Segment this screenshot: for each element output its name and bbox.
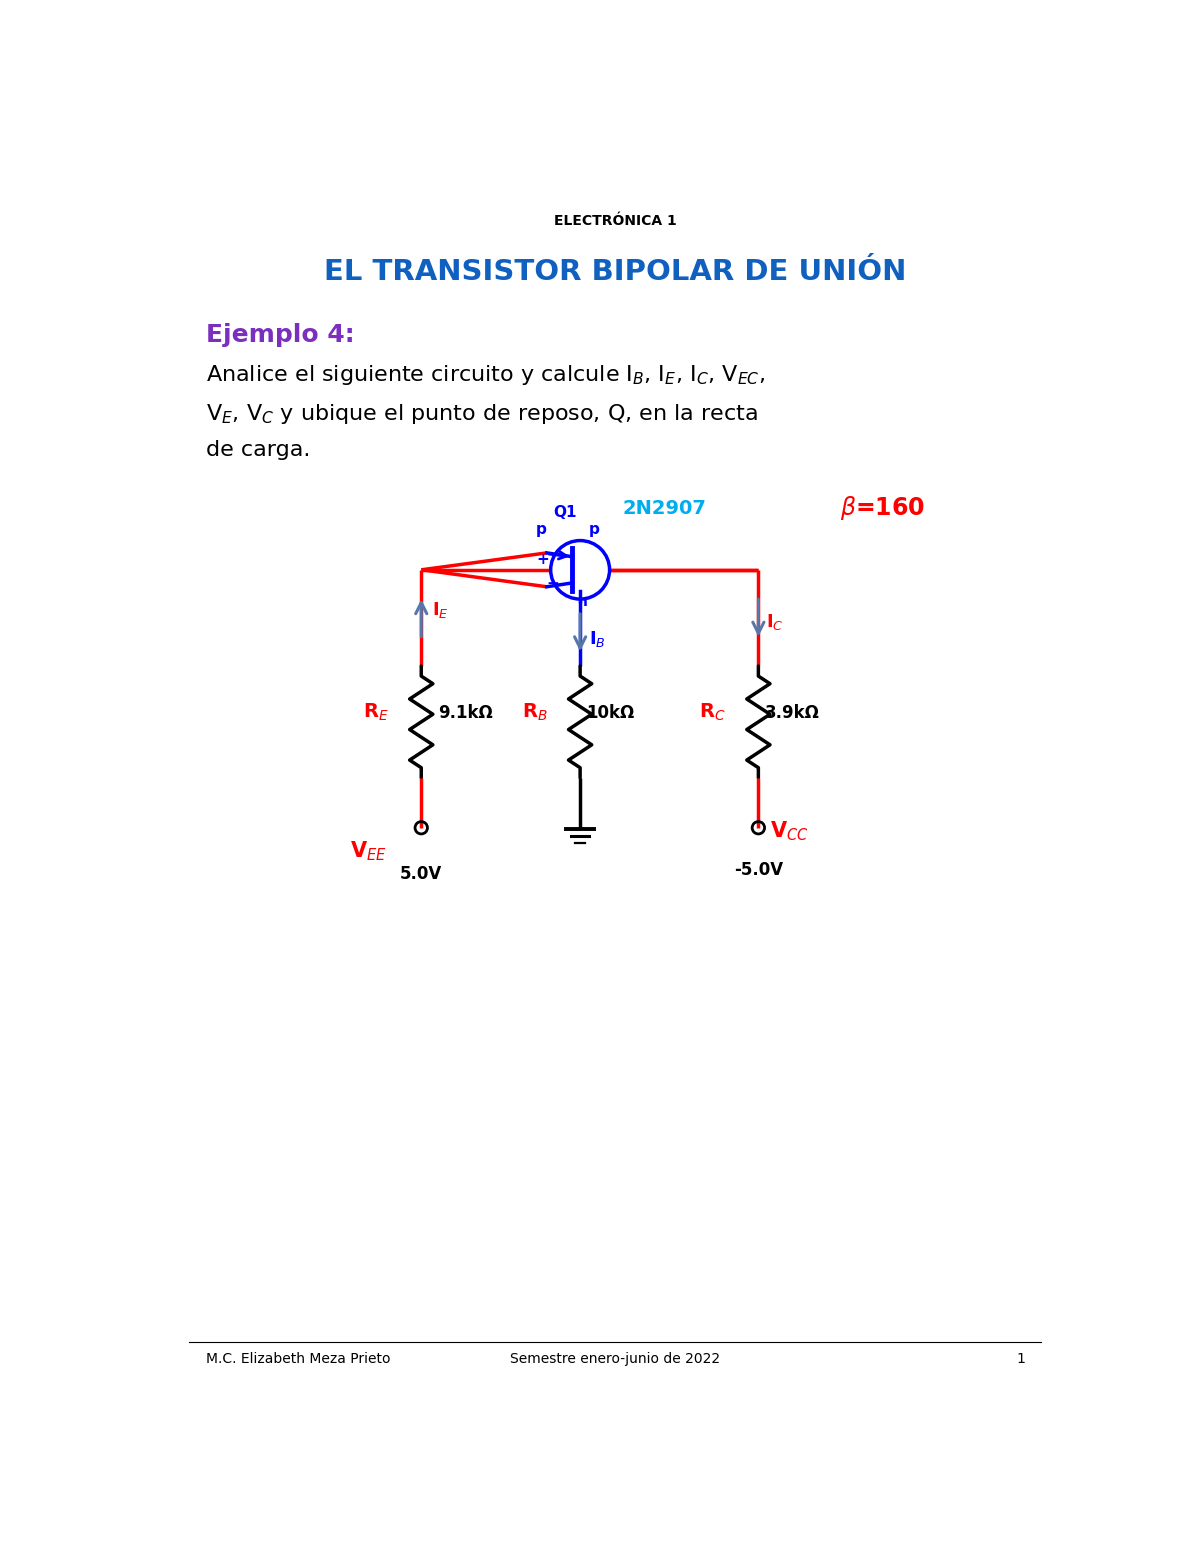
Text: $\beta$=160: $\beta$=160 xyxy=(840,494,925,522)
Text: R$_E$: R$_E$ xyxy=(362,702,389,724)
Text: V$_E$, V$_C$ y ubique el punto de reposo, Q, en la recta: V$_E$, V$_C$ y ubique el punto de reposo… xyxy=(206,402,757,426)
Text: 1: 1 xyxy=(1016,1353,1026,1367)
Text: EL TRANSISTOR BIPOLAR DE UNIÓN: EL TRANSISTOR BIPOLAR DE UNIÓN xyxy=(324,258,906,286)
Text: Analice el siguiente circuito y calcule I$_B$, I$_E$, I$_C$, V$_{EC}$,: Analice el siguiente circuito y calcule … xyxy=(206,363,766,387)
Text: V$_{EE}$: V$_{EE}$ xyxy=(349,839,386,862)
Text: 9.1kΩ: 9.1kΩ xyxy=(438,704,493,722)
Text: −: − xyxy=(547,576,559,592)
Text: +: + xyxy=(536,551,550,567)
Text: p: p xyxy=(536,522,547,537)
Text: 3.9kΩ: 3.9kΩ xyxy=(764,704,820,722)
Text: -5.0V: -5.0V xyxy=(734,860,782,879)
Text: I$_C$: I$_C$ xyxy=(766,612,784,632)
Text: 2N2907: 2N2907 xyxy=(623,499,707,517)
Text: n: n xyxy=(577,595,587,609)
Text: I$_E$: I$_E$ xyxy=(432,601,449,620)
Text: R$_C$: R$_C$ xyxy=(700,702,726,724)
Text: M.C. Elizabeth Meza Prieto: M.C. Elizabeth Meza Prieto xyxy=(206,1353,390,1367)
Text: p: p xyxy=(589,522,600,537)
Text: I$_B$: I$_B$ xyxy=(589,629,606,649)
Text: V$_{CC}$: V$_{CC}$ xyxy=(770,820,809,843)
Text: ELECTRÓNICA 1: ELECTRÓNICA 1 xyxy=(553,214,677,228)
Text: 5.0V: 5.0V xyxy=(400,865,443,884)
Text: Semestre enero-junio de 2022: Semestre enero-junio de 2022 xyxy=(510,1353,720,1367)
Text: Ejemplo 4:: Ejemplo 4: xyxy=(206,323,354,346)
Text: de carga.: de carga. xyxy=(206,441,310,461)
Text: 10kΩ: 10kΩ xyxy=(587,704,635,722)
Text: R$_B$: R$_B$ xyxy=(522,702,547,724)
Text: Q1: Q1 xyxy=(553,505,576,520)
